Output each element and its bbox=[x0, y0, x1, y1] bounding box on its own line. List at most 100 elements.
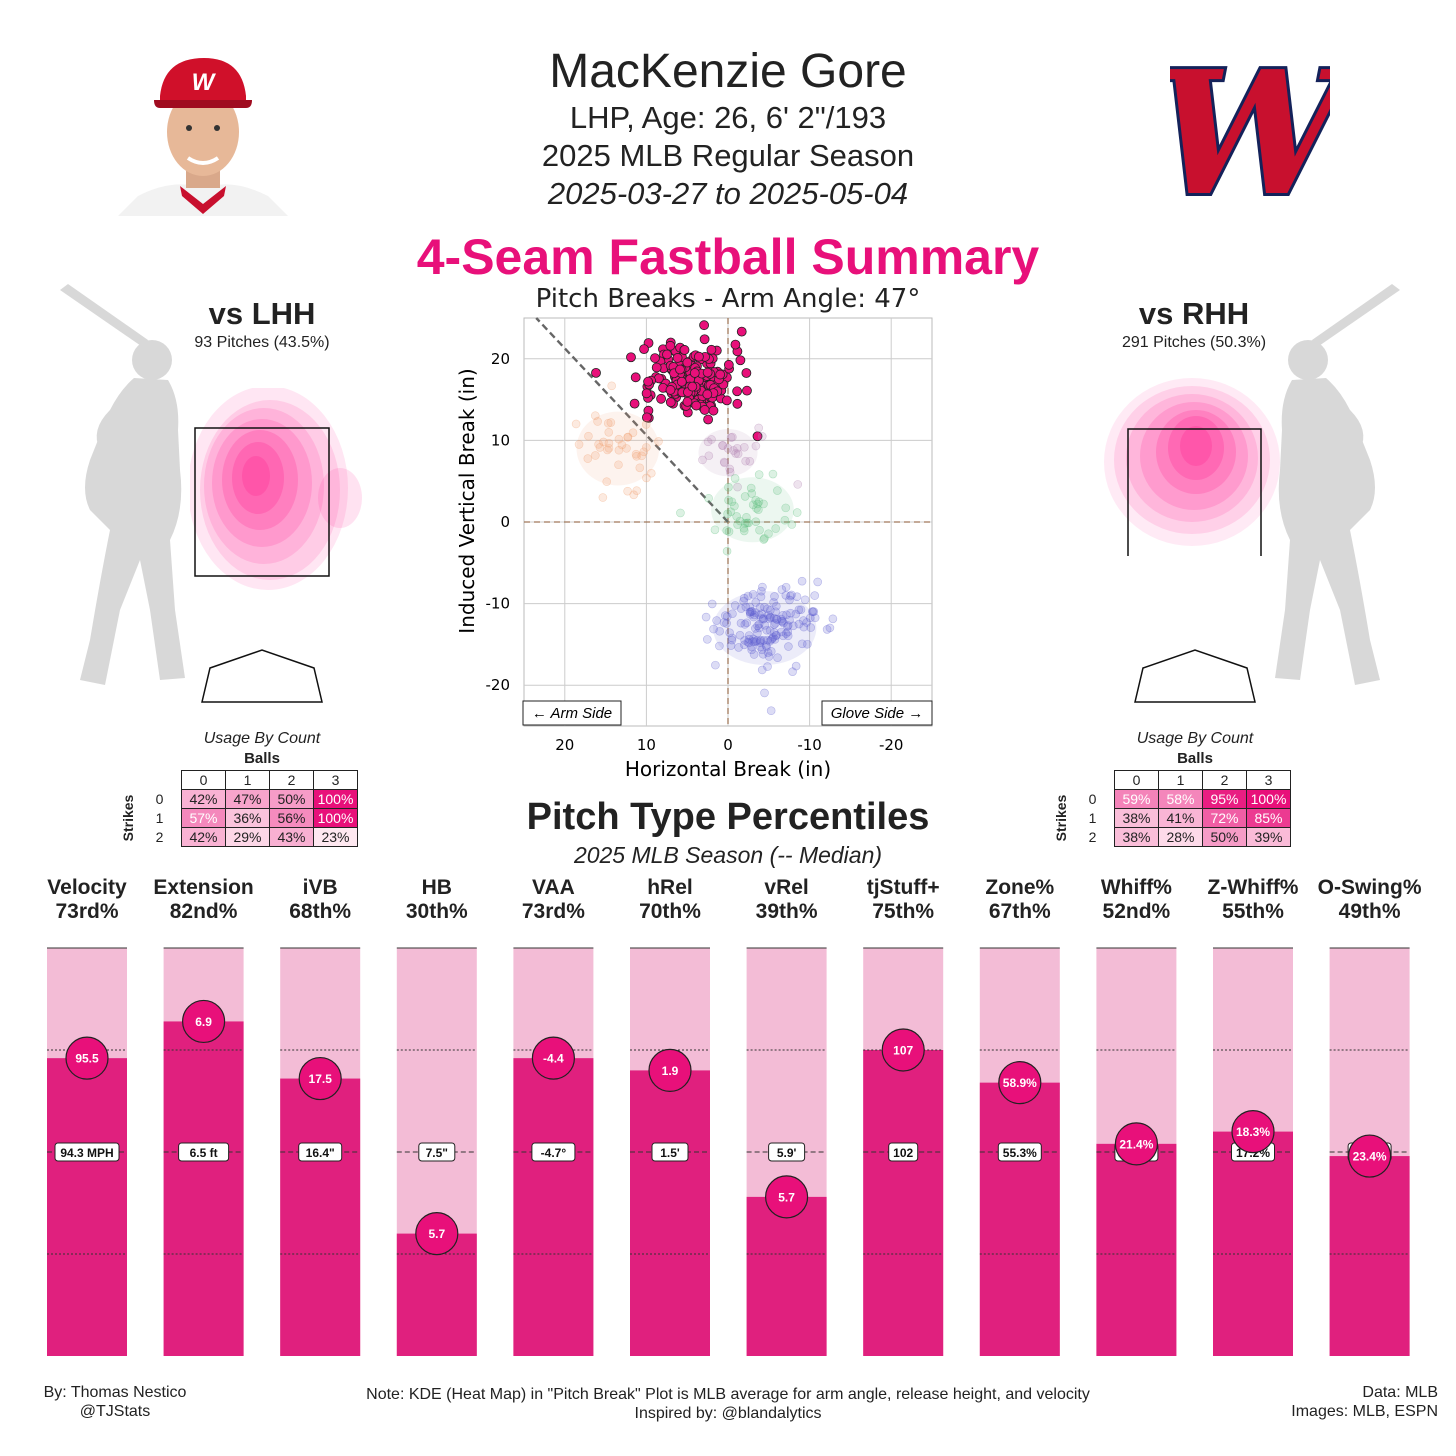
x-tick-label: -10 bbox=[797, 736, 822, 754]
metric-percentile: 52nd% bbox=[1102, 900, 1171, 923]
pitch-point bbox=[702, 389, 713, 400]
pitch-point bbox=[757, 645, 767, 655]
pitch-point bbox=[715, 641, 724, 651]
pitch-point bbox=[756, 635, 766, 645]
pitch-point bbox=[747, 645, 756, 655]
pitch-point bbox=[656, 393, 666, 404]
metric-percentile: 75th% bbox=[872, 900, 935, 923]
pitch-point bbox=[763, 610, 773, 620]
pitch-point bbox=[759, 499, 768, 509]
pitch-point bbox=[783, 621, 793, 630]
inspired-by: Inspired by: @blandalytics bbox=[634, 1405, 822, 1422]
pitch-point bbox=[631, 449, 641, 459]
pitch-point bbox=[662, 349, 672, 360]
pitch-point bbox=[735, 516, 745, 526]
pitch-point bbox=[777, 627, 786, 637]
usage-cell: 56% bbox=[269, 808, 314, 828]
pitch-break-chart: 20 10 0 -10 -20 20 10 0 -10 -20 Horizontal Break … bbox=[455, 317, 933, 781]
pitch-point bbox=[725, 464, 735, 474]
pitch-point bbox=[739, 596, 748, 606]
pitch-point bbox=[641, 420, 651, 429]
pitch-point bbox=[768, 634, 777, 643]
kde-region bbox=[711, 477, 794, 543]
metric-percentile: 82nd% bbox=[169, 900, 238, 923]
usage-cell: 100% bbox=[1246, 789, 1291, 809]
rhh-balls-label: Balls bbox=[1177, 750, 1213, 767]
pitch-point bbox=[752, 431, 763, 442]
pitch-point bbox=[786, 591, 795, 601]
pitch-point bbox=[753, 499, 762, 509]
pitch-point bbox=[772, 631, 781, 640]
pitch-point bbox=[718, 441, 728, 450]
pitch-point bbox=[747, 489, 757, 498]
rhh-heatmap bbox=[1100, 376, 1280, 577]
value-marker bbox=[998, 1061, 1042, 1105]
pitch-point bbox=[766, 706, 776, 716]
pitch-point bbox=[723, 359, 734, 370]
percentile-bar bbox=[1213, 1131, 1293, 1356]
value-marker bbox=[1347, 1134, 1392, 1178]
percentile-bar bbox=[1329, 1156, 1410, 1356]
pitch-point bbox=[606, 418, 616, 427]
pitch-point bbox=[742, 618, 751, 628]
pitch-point bbox=[720, 458, 729, 468]
lhh-usage-title: Usage By Count bbox=[203, 730, 321, 747]
footer-author: By: Thomas Nestico @TJStats bbox=[20, 1383, 210, 1421]
usage-cell: 59% bbox=[1114, 789, 1159, 809]
pitch-point bbox=[828, 614, 838, 624]
metric-name: Zone% bbox=[985, 876, 1055, 899]
median-value: -4.7° bbox=[541, 1146, 567, 1160]
pitch-point bbox=[727, 633, 737, 643]
median-box bbox=[298, 1142, 343, 1162]
pitch-point bbox=[758, 614, 768, 624]
median-box bbox=[54, 1142, 120, 1162]
metric-value: 95.5 bbox=[75, 1052, 99, 1066]
kde-note: Note: KDE (Heat Map) in "Pitch Break" Pl… bbox=[366, 1386, 1090, 1403]
pitch-point bbox=[773, 486, 782, 495]
y-tick-label: 0 bbox=[500, 513, 510, 531]
footer-note: Note: KDE (Heat Map) in "Pitch Break" Pl… bbox=[300, 1385, 1156, 1423]
pitch-point bbox=[782, 610, 791, 620]
pitch-point bbox=[760, 534, 769, 543]
pitch-point bbox=[745, 607, 755, 617]
pitch-point bbox=[740, 620, 750, 629]
pitch-point bbox=[791, 661, 801, 671]
pitch-point bbox=[764, 529, 773, 539]
pitch-point bbox=[733, 482, 742, 492]
value-marker bbox=[182, 999, 226, 1044]
lhh-balls-label: Balls bbox=[244, 750, 280, 767]
pitch-point bbox=[739, 526, 749, 536]
pitch-point bbox=[751, 517, 761, 526]
pitch-point bbox=[724, 482, 733, 492]
pitch-point bbox=[768, 632, 778, 642]
pitch-point bbox=[591, 367, 601, 378]
metric-value: 58.9% bbox=[1003, 1076, 1037, 1090]
svg-text:W: W bbox=[192, 69, 217, 96]
pitch-point bbox=[745, 608, 755, 617]
pitch-point bbox=[809, 607, 819, 616]
median-value: 6.5 ft bbox=[190, 1146, 218, 1160]
usage-cell: 43% bbox=[269, 827, 314, 847]
pitch-point bbox=[805, 613, 815, 623]
usage-cell: 42% bbox=[181, 789, 226, 809]
pitch-point bbox=[698, 455, 707, 465]
pitch-point bbox=[650, 353, 660, 363]
pitch-point bbox=[689, 368, 700, 378]
pitch-point bbox=[780, 515, 790, 525]
pitch-point bbox=[754, 470, 764, 479]
pitch-point bbox=[772, 601, 781, 611]
pitch-point bbox=[765, 612, 775, 622]
metric-value: 23.4% bbox=[1353, 1150, 1387, 1164]
value-marker bbox=[531, 1036, 576, 1080]
pitch-point bbox=[768, 469, 778, 479]
metric-header: vRel 39th% bbox=[727, 876, 847, 924]
pitch-point bbox=[715, 369, 726, 380]
author-name: By: Thomas Nestico bbox=[43, 1384, 187, 1401]
break-y-axis-label: Induced Vertical Break (in) bbox=[455, 368, 479, 633]
pitch-point bbox=[759, 535, 769, 544]
pitch-point bbox=[762, 642, 771, 652]
team-logo-letter: W bbox=[1170, 58, 1330, 213]
pitch-point bbox=[707, 435, 716, 444]
pitch-point bbox=[709, 624, 718, 634]
usage-cell: 58% bbox=[1158, 789, 1203, 809]
